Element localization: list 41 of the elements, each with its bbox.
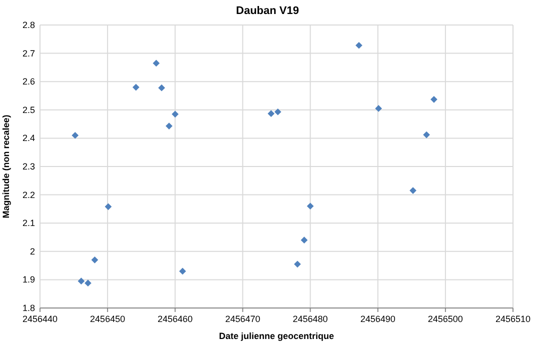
- y-tick-label: 2: [30, 246, 35, 256]
- point: [430, 96, 438, 103]
- point: [300, 236, 308, 244]
- x-axis-title: Date julienne geocentrique: [218, 331, 334, 341]
- point: [274, 108, 282, 116]
- point: [84, 280, 92, 287]
- y-tick-label: 2.4: [22, 133, 35, 144]
- x-tick-label: 2456510: [495, 314, 531, 324]
- x-tick-label: 2456440: [22, 314, 58, 324]
- y-tick-label: 2.3: [22, 162, 35, 172]
- y-tick-label: 2.2: [22, 190, 35, 200]
- chart-title: Dauban V19: [236, 5, 299, 17]
- y-tick-label: 2.6: [22, 76, 35, 87]
- point: [294, 260, 301, 268]
- point: [158, 84, 166, 92]
- x-tick-label: 2456470: [225, 314, 260, 324]
- y-tick-label: 2.7: [22, 48, 35, 58]
- point: [152, 60, 160, 67]
- point: [172, 110, 179, 118]
- point: [268, 110, 275, 118]
- point: [72, 132, 79, 139]
- point: [423, 131, 430, 138]
- x-tick-label: 2456460: [158, 314, 193, 324]
- point: [91, 256, 98, 264]
- point: [104, 203, 112, 210]
- y-tick-label: 1.8: [22, 303, 35, 313]
- point: [306, 202, 314, 210]
- x-tick-label: 2456480: [292, 314, 328, 324]
- y-tick-label: 2.5: [22, 104, 35, 115]
- y-tick-label: 1.9: [22, 274, 35, 285]
- x-tick-label: 2456490: [360, 314, 396, 324]
- y-tick-label: 2.8: [22, 20, 35, 30]
- x-tick-label: 2456500: [428, 314, 463, 324]
- y-axis-title: Magnitude (non recalee): [1, 114, 11, 218]
- point: [78, 278, 85, 285]
- point: [179, 268, 186, 275]
- y-tick-label: 2.1: [22, 218, 35, 228]
- point: [356, 42, 362, 49]
- point: [132, 84, 140, 91]
- point: [166, 122, 172, 130]
- x-tick-label: 2456450: [90, 314, 126, 324]
